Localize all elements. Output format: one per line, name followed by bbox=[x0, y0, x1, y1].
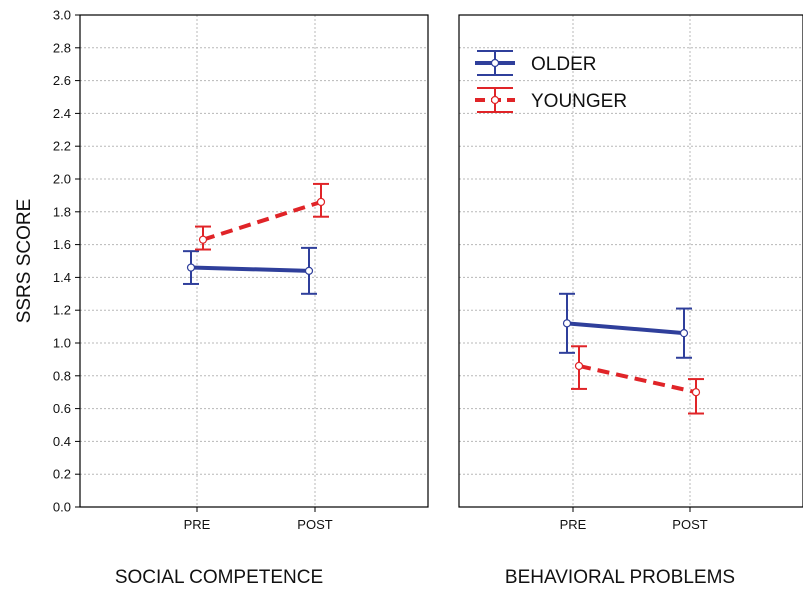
legend-marker bbox=[490, 95, 500, 105]
y-tick-label: 1.6 bbox=[53, 237, 71, 252]
data-point-younger bbox=[574, 361, 584, 371]
data-point-younger bbox=[691, 388, 701, 397]
y-tick-label: 2.8 bbox=[53, 40, 71, 55]
panel-frame bbox=[458, 14, 803, 508]
data-point-older bbox=[679, 329, 689, 338]
y-tick-label: 0.0 bbox=[53, 500, 71, 515]
x-tick-label: POST bbox=[672, 517, 707, 532]
y-tick-label: 1.2 bbox=[53, 303, 71, 318]
y-tick-label: 3.0 bbox=[53, 8, 71, 23]
panel-title: BEHAVIORAL PROBLEMS bbox=[505, 567, 735, 588]
y-tick-label: 2.4 bbox=[53, 106, 71, 121]
panel-title: SOCIAL COMPETENCE bbox=[115, 567, 323, 588]
series-line-older bbox=[190, 265, 310, 273]
panel-frame bbox=[79, 14, 429, 508]
x-tick-label: POST bbox=[297, 517, 332, 532]
legend-label: OLDER bbox=[531, 54, 596, 75]
data-point-older bbox=[562, 319, 572, 328]
series-line-older bbox=[566, 321, 685, 336]
y-tick-label: 2.2 bbox=[53, 139, 71, 154]
x-tick-label: PRE bbox=[184, 517, 211, 532]
y-tick-label: 0.4 bbox=[53, 434, 71, 449]
y-tick-label: 1.0 bbox=[53, 336, 71, 351]
y-axis-label: SSRS SCORE bbox=[14, 199, 35, 324]
y-tick-label: 0.6 bbox=[53, 401, 71, 416]
series-line-younger bbox=[578, 364, 697, 395]
y-tick-label: 0.8 bbox=[53, 368, 71, 383]
legend-marker bbox=[490, 58, 500, 68]
data-point-older bbox=[186, 263, 196, 272]
y-tick-label: 0.2 bbox=[53, 467, 71, 482]
y-tick-label: 2.6 bbox=[53, 73, 71, 88]
legend-label: YOUNGER bbox=[531, 91, 627, 112]
data-point-younger bbox=[316, 197, 326, 207]
x-tick-label: PRE bbox=[560, 517, 587, 532]
series-line-younger bbox=[202, 200, 322, 242]
y-tick-label: 1.4 bbox=[53, 270, 71, 285]
y-tick-label: 2.0 bbox=[53, 172, 71, 187]
y-tick-label: 1.8 bbox=[53, 204, 71, 219]
data-point-younger bbox=[198, 235, 208, 244]
data-point-older bbox=[304, 266, 314, 275]
